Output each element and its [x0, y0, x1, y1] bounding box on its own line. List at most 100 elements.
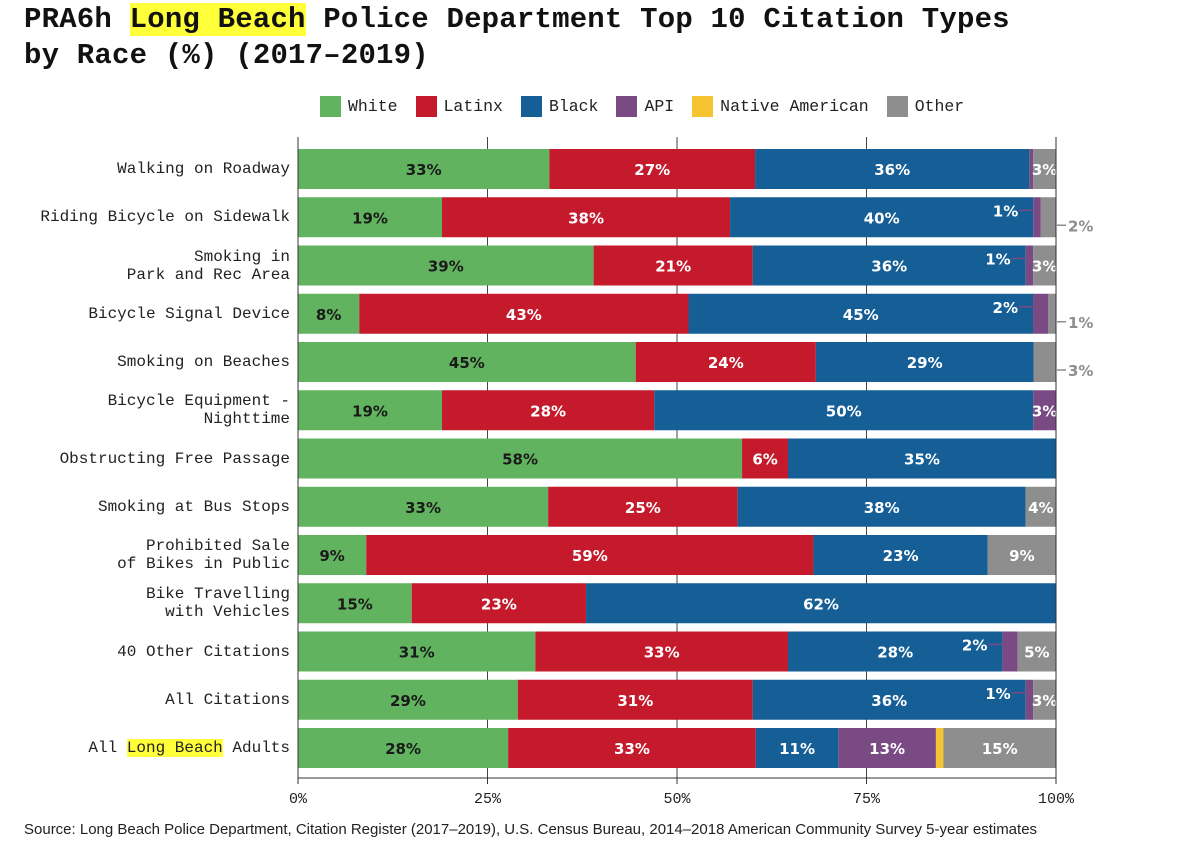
category-label-line: Bike Travelling [145, 585, 290, 604]
bar-segment-api [1033, 293, 1049, 334]
title-highlight: Long Beach [129, 3, 306, 36]
category-label: Riding Bicycle on Sidewalk [40, 208, 290, 226]
bar-segment-api [838, 728, 936, 768]
data-label: 36% [874, 161, 910, 179]
bar-segment-white [298, 342, 636, 382]
source-note: Source: Long Beach Police Department, Ci… [24, 821, 1038, 838]
bar-segment-other [943, 728, 1056, 768]
legend-label: Latinx [443, 97, 503, 116]
category-label: Bicycle Equipment - Nighttime [108, 392, 290, 428]
bar-segment-black [730, 197, 1034, 238]
category-label-line: Nighttime [203, 410, 290, 429]
category-label: Smoking on Beaches [117, 353, 290, 371]
data-label: 23% [481, 595, 517, 613]
category-label-line: Smoking at Bus Stops [97, 497, 290, 516]
category-label: Walking on Roadway [117, 160, 290, 178]
data-label: 3% [1032, 402, 1057, 420]
category-label: Bicycle Signal Device [88, 305, 290, 323]
legend-swatch [520, 96, 542, 117]
bar-segment-black [752, 679, 1026, 720]
category-label-line: Walking on Roadway [117, 160, 290, 178]
data-label: 33% [644, 644, 680, 662]
bar-segment-black [788, 631, 1003, 672]
category-label-line: Smoking in [193, 247, 290, 266]
data-label: 62% [803, 595, 839, 613]
x-tick-label: 50% [663, 791, 691, 808]
data-label: 33% [406, 161, 442, 179]
data-label: 1% [993, 202, 1018, 220]
legend-swatch [886, 96, 908, 117]
bar-segment-black [755, 149, 1030, 189]
data-label: 28% [877, 644, 913, 662]
bar-segment-api [1002, 631, 1018, 672]
data-label: 11% [779, 740, 815, 758]
data-label: 9% [319, 547, 344, 565]
bar-segment-native-american [935, 728, 944, 768]
data-label: 21% [655, 258, 691, 276]
bar-segment-api [1025, 245, 1034, 286]
data-label: 23% [883, 547, 919, 565]
bar-segment-latinx [548, 486, 738, 527]
data-label: 13% [869, 740, 905, 758]
data-label: 25% [625, 499, 661, 517]
data-label: 31% [399, 644, 435, 662]
data-label: 24% [708, 354, 744, 372]
bar-segment-black [737, 486, 1026, 527]
bar-segment-other [1040, 197, 1056, 238]
bar-segment-white [298, 390, 443, 431]
data-label: 43% [506, 306, 542, 324]
bar-segment-black [788, 438, 1056, 479]
category-label-part: All [88, 739, 127, 757]
data-label: 27% [634, 161, 670, 179]
bar-segment-latinx [442, 197, 731, 238]
bar-segment-white [298, 486, 549, 527]
bar-segment-white [298, 293, 360, 334]
category-label: Obstructing Free Passage [60, 450, 290, 468]
data-label: 28% [385, 740, 421, 758]
category-label-line: Smoking on Beaches [117, 353, 290, 371]
data-label: 28% [530, 402, 566, 420]
chart-title: PRA6h Long Beach Police Department Top 1… [24, 2, 1010, 74]
bar-segment-latinx [535, 631, 789, 672]
legend-item: Latinx [415, 96, 503, 117]
category-label-part: Adults [222, 739, 290, 757]
bar-segment-other [1033, 342, 1056, 382]
category-label-line: All Long Beach Adults [88, 739, 290, 757]
category-label-line: Bicycle Signal Device [88, 304, 290, 323]
bar-segment-other [1017, 631, 1056, 672]
legend-swatch [415, 96, 437, 117]
bar-segment-white [298, 631, 536, 672]
legend-label: API [644, 97, 675, 116]
x-tick-label: 100% [1038, 791, 1075, 808]
legend: White Latinx Black API Native American Other [320, 96, 964, 117]
data-label: 1% [1068, 314, 1093, 332]
data-label: 1% [985, 251, 1010, 269]
legend-item: API [616, 96, 674, 117]
data-label: 3% [1068, 362, 1093, 380]
bar-segment-white [298, 245, 594, 286]
title-rest: Police Department Top 10 Citation Types [305, 3, 1010, 36]
data-label: 1% [985, 685, 1010, 703]
bar-segment-white [298, 583, 412, 624]
bar-segment-latinx [549, 149, 756, 189]
data-label: 3% [1032, 161, 1057, 179]
data-label: 5% [1024, 644, 1049, 662]
category-label: All Long Beach Adults [88, 739, 290, 757]
category-label-line: Riding Bicycle on Sidewalk [40, 208, 290, 227]
bar-segment-black [815, 342, 1034, 382]
data-label: 19% [352, 402, 388, 420]
bar-segment-latinx [635, 342, 816, 382]
legend-item: Native American [692, 96, 869, 117]
bar-segment-white [298, 197, 443, 238]
legend-label: Black [548, 97, 599, 116]
bar-segment-black [654, 390, 1034, 431]
bar-segment-black [586, 583, 1056, 624]
data-label: 33% [614, 740, 650, 758]
data-label: 19% [352, 209, 388, 227]
bar-segment-black [755, 728, 839, 768]
bar-segment-white [298, 728, 509, 768]
x-tick-label: 0% [289, 791, 308, 808]
category-label-line: Bicycle Equipment - [107, 392, 290, 411]
data-label: 2% [1068, 217, 1093, 235]
